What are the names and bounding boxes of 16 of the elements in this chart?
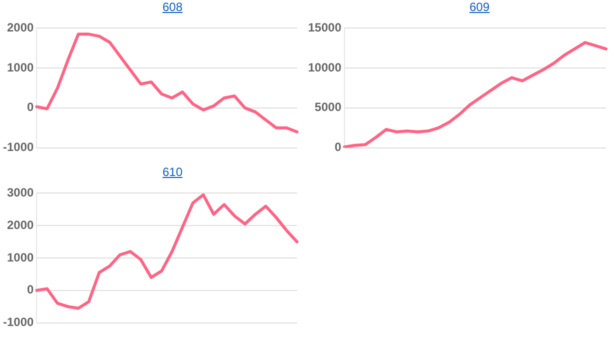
y-tick-label: 1000 <box>6 250 34 264</box>
y-tick-label: 0 <box>27 282 34 297</box>
chart-title: 609 <box>469 0 490 14</box>
y-tick-label: 2000 <box>6 218 34 232</box>
y-tick-label: -1000 <box>2 315 34 330</box>
y-tick-label: 2000 <box>6 20 34 35</box>
y-tick-label: 0 <box>334 140 342 154</box>
y-tick-label: 15000 <box>308 20 342 35</box>
y-tick-label: -1000 <box>2 140 34 154</box>
y-tick-label: 5000 <box>314 100 342 114</box>
chart-title: 610 <box>162 165 183 179</box>
y-tick-label: 1000 <box>6 60 34 74</box>
chart-title: 608 <box>162 0 183 14</box>
y-tick-label: 3000 <box>6 186 34 200</box>
y-tick-label: 0 <box>27 100 34 114</box>
y-tick-label: 10000 <box>308 60 342 74</box>
